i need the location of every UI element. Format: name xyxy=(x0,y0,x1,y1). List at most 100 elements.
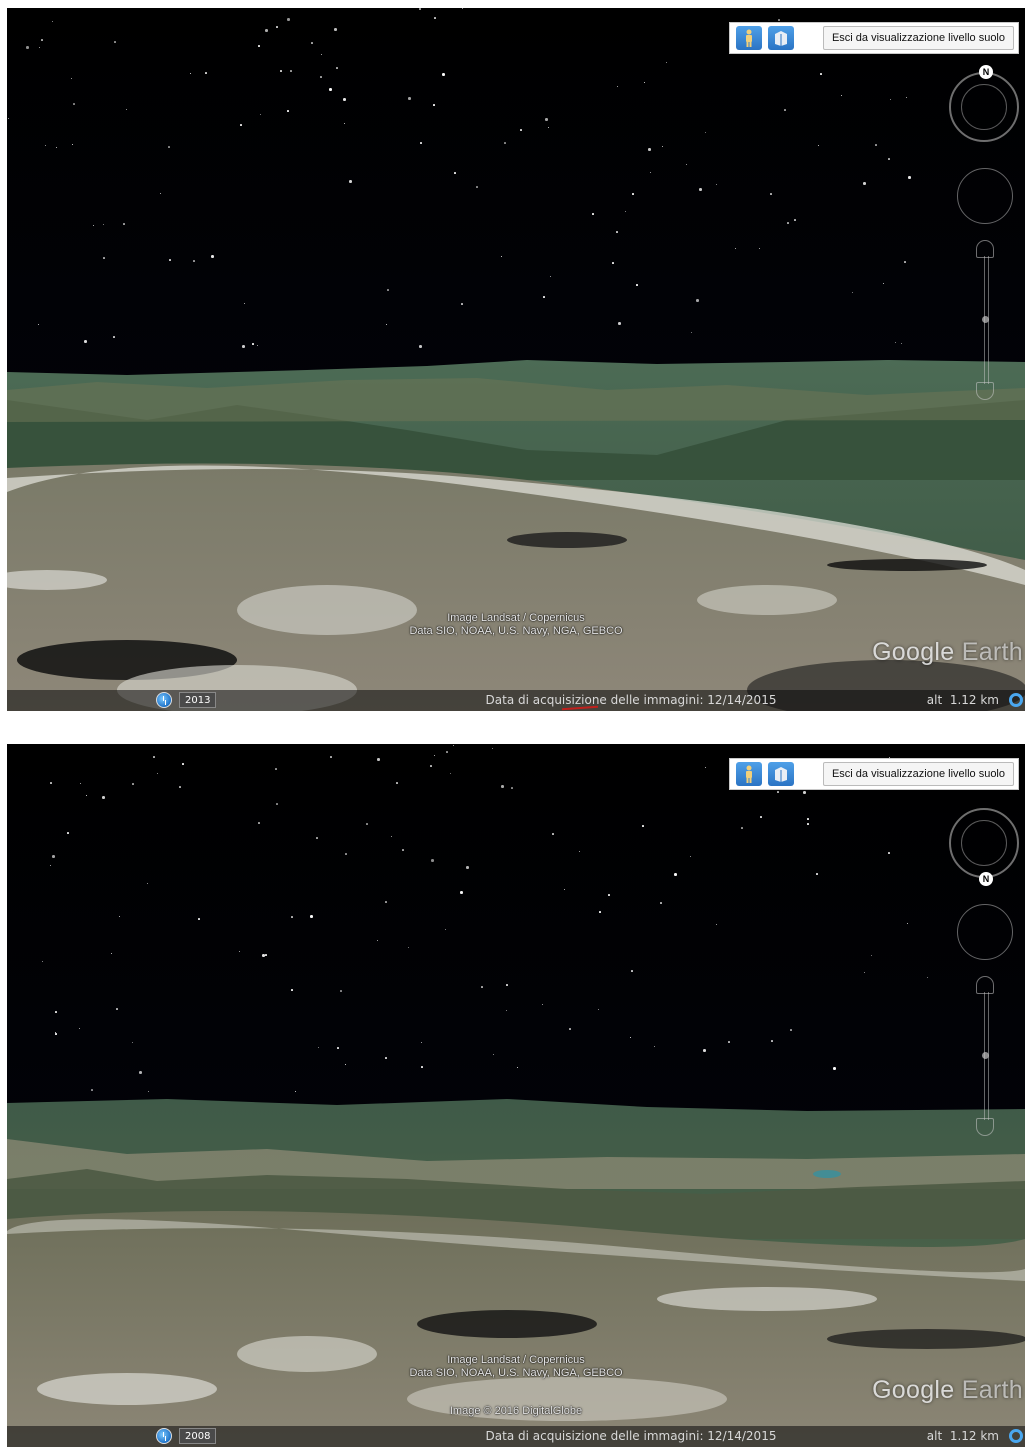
attribution-line-2: Data SIO, NOAA, U.S. Navy, NGA, GEBCO xyxy=(409,1367,623,1379)
attribution-line-3: Image © 2016 DigitalGlobe xyxy=(449,1405,583,1417)
star xyxy=(481,986,483,988)
star xyxy=(182,763,184,765)
star xyxy=(794,219,796,221)
star xyxy=(160,193,161,194)
move-joystick[interactable] xyxy=(957,168,1013,224)
zoom-slider[interactable] xyxy=(975,976,997,1136)
move-joystick[interactable] xyxy=(957,904,1013,960)
star xyxy=(205,72,207,74)
acquisition-date: Data di acquisizione delle immagini: 12/… xyxy=(485,693,777,707)
star xyxy=(38,324,39,325)
star xyxy=(818,145,819,146)
star xyxy=(190,73,191,74)
star xyxy=(291,989,293,991)
star xyxy=(257,345,258,346)
star xyxy=(696,299,699,302)
terrain-3d[interactable] xyxy=(7,1099,1025,1447)
star xyxy=(67,832,69,834)
north-indicator-icon[interactable]: N xyxy=(979,872,993,886)
star xyxy=(198,918,200,920)
star xyxy=(690,856,691,857)
star xyxy=(612,262,614,264)
star xyxy=(434,755,435,756)
star xyxy=(543,296,545,298)
star xyxy=(52,21,53,22)
street-view-person-icon[interactable] xyxy=(736,762,762,786)
star xyxy=(50,782,52,784)
star xyxy=(636,284,638,286)
star xyxy=(674,873,677,876)
star xyxy=(579,851,580,852)
star xyxy=(103,257,105,259)
star xyxy=(275,768,277,770)
north-indicator-icon[interactable]: N xyxy=(979,65,993,79)
look-joystick[interactable]: N xyxy=(949,808,1019,886)
star xyxy=(545,118,548,121)
star xyxy=(244,303,245,304)
exit-ground-view-button[interactable]: Esci da visualizzazione livello suolo xyxy=(822,762,1014,786)
star xyxy=(119,916,120,917)
star xyxy=(625,211,626,212)
star xyxy=(169,259,171,261)
zoom-knob[interactable] xyxy=(982,1052,989,1059)
star xyxy=(492,748,493,749)
star xyxy=(501,785,504,788)
star xyxy=(287,18,290,21)
star xyxy=(493,1054,494,1055)
star xyxy=(716,924,717,925)
look-joystick[interactable]: N xyxy=(949,65,1019,142)
star xyxy=(454,172,456,174)
star xyxy=(377,758,380,761)
star xyxy=(86,795,87,796)
star xyxy=(735,248,736,249)
star xyxy=(833,1067,836,1070)
zoom-knob[interactable] xyxy=(982,316,989,323)
star xyxy=(391,836,392,837)
earth-view-2[interactable]: Esci da visualizzazione livello suolo N … xyxy=(7,744,1025,1447)
star xyxy=(434,17,436,19)
street-view-person-icon[interactable] xyxy=(736,26,762,50)
historical-imagery-clock-icon[interactable] xyxy=(156,1428,172,1444)
star xyxy=(366,823,368,825)
star xyxy=(552,833,554,835)
star xyxy=(662,146,663,147)
star xyxy=(72,144,73,145)
star xyxy=(179,786,181,788)
terrain-3d[interactable] xyxy=(7,360,1025,711)
star xyxy=(385,901,387,903)
ground-view-toolbar: Esci da visualizzazione livello suolo xyxy=(729,758,1019,790)
3d-buildings-icon[interactable] xyxy=(768,762,794,786)
zoom-slider[interactable] xyxy=(975,240,997,400)
star xyxy=(79,1028,80,1029)
star xyxy=(691,332,692,333)
historical-imagery-clock-icon[interactable] xyxy=(156,692,172,708)
zoom-out-icon[interactable] xyxy=(976,1118,994,1136)
star xyxy=(466,866,469,869)
star xyxy=(50,865,51,866)
star xyxy=(265,29,268,32)
star xyxy=(699,188,702,191)
star xyxy=(807,818,809,820)
star xyxy=(316,837,318,839)
3d-buildings-icon[interactable] xyxy=(768,26,794,50)
exit-ground-view-button[interactable]: Esci da visualizzazione livello suolo xyxy=(822,26,1014,50)
zoom-in-icon[interactable] xyxy=(976,976,994,994)
historical-year-badge[interactable]: 2008 xyxy=(179,1428,217,1444)
zoom-in-icon[interactable] xyxy=(976,240,994,258)
logo-product: Earth xyxy=(961,638,1023,666)
zoom-out-icon[interactable] xyxy=(976,382,994,400)
star xyxy=(385,1057,387,1059)
star xyxy=(39,47,40,48)
star xyxy=(260,114,261,115)
star xyxy=(901,343,902,344)
star xyxy=(618,322,621,325)
star xyxy=(91,1089,93,1091)
historical-year-badge[interactable]: 2013 xyxy=(179,692,217,708)
attribution-line-1: Image Landsat / Copernicus xyxy=(447,1354,585,1366)
star xyxy=(402,849,404,851)
star xyxy=(344,123,345,124)
earth-view-1[interactable]: Esci da visualizzazione livello suolo N … xyxy=(7,8,1025,711)
star xyxy=(211,255,214,258)
star xyxy=(80,783,81,784)
star xyxy=(907,923,908,924)
